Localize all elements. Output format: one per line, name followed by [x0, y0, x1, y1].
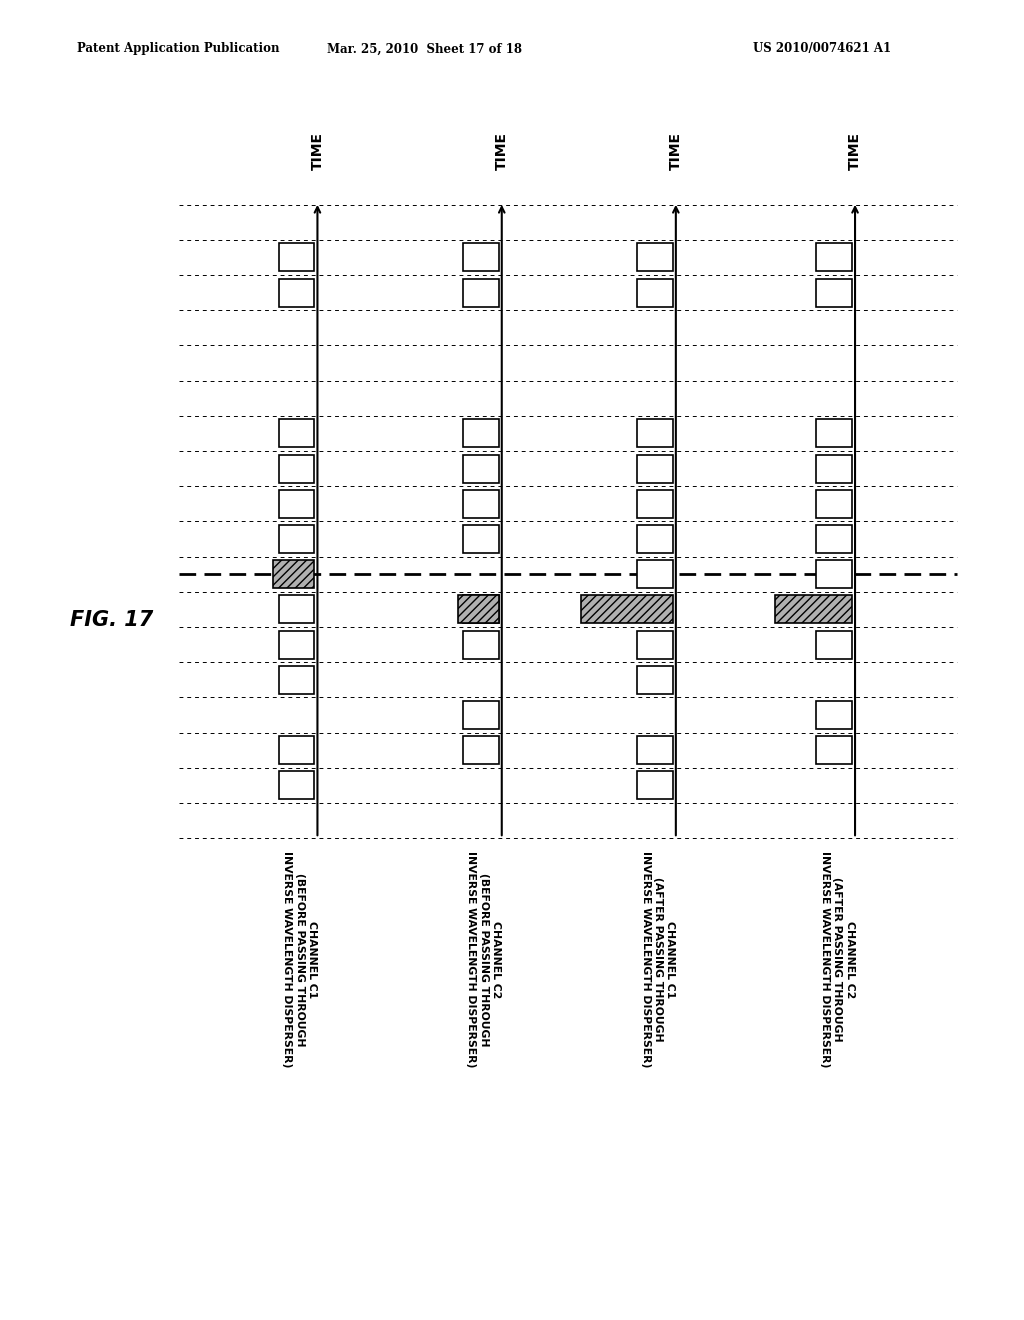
Bar	[463, 737, 499, 764]
Bar	[279, 631, 314, 659]
Text: CHANNEL C2
(AFTER PASSING THROUGH
INVERSE WAVELENGTH DISPERSER): CHANNEL C2 (AFTER PASSING THROUGH INVERS…	[820, 851, 854, 1068]
Bar	[816, 243, 852, 272]
Text: FIG. 17: FIG. 17	[70, 610, 153, 631]
Bar	[816, 631, 852, 659]
Bar	[463, 454, 499, 483]
Bar	[637, 243, 673, 272]
Text: TIME: TIME	[669, 132, 683, 170]
Text: Mar. 25, 2010  Sheet 17 of 18: Mar. 25, 2010 Sheet 17 of 18	[328, 42, 522, 55]
Text: CHANNEL C1
(AFTER PASSING THROUGH
INVERSE WAVELENGTH DISPERSER): CHANNEL C1 (AFTER PASSING THROUGH INVERS…	[641, 851, 675, 1068]
Bar	[581, 595, 673, 623]
Bar	[637, 279, 673, 306]
Bar	[279, 737, 314, 764]
Bar	[279, 454, 314, 483]
Text: Patent Application Publication: Patent Application Publication	[77, 42, 280, 55]
Bar	[458, 595, 499, 623]
Bar	[279, 243, 314, 272]
Bar	[816, 279, 852, 306]
Bar	[637, 665, 673, 694]
Bar	[273, 560, 314, 589]
Bar	[279, 665, 314, 694]
Bar	[637, 420, 673, 447]
Bar	[637, 560, 673, 589]
Bar	[458, 595, 499, 623]
Bar	[463, 243, 499, 272]
Bar	[816, 560, 852, 589]
Bar	[463, 490, 499, 517]
Bar	[463, 595, 499, 623]
Bar	[463, 525, 499, 553]
Bar	[581, 595, 673, 623]
Bar	[279, 420, 314, 447]
Bar	[279, 279, 314, 306]
Bar	[816, 454, 852, 483]
Bar	[816, 737, 852, 764]
Bar	[816, 701, 852, 729]
Text: CHANNEL C1
(BEFORE PASSING THROUGH
INVERSE WAVELENGTH DISPERSER): CHANNEL C1 (BEFORE PASSING THROUGH INVER…	[283, 851, 316, 1068]
Bar	[463, 701, 499, 729]
Bar	[637, 525, 673, 553]
Bar	[279, 490, 314, 517]
Bar	[637, 490, 673, 517]
Text: TIME: TIME	[848, 132, 862, 170]
Bar	[279, 771, 314, 800]
Bar	[775, 595, 852, 623]
Text: TIME: TIME	[495, 132, 509, 170]
Text: TIME: TIME	[310, 132, 325, 170]
Bar	[463, 420, 499, 447]
Bar	[463, 279, 499, 306]
Bar	[273, 560, 314, 589]
Bar	[775, 595, 852, 623]
Bar	[463, 631, 499, 659]
Bar	[637, 454, 673, 483]
Bar	[816, 525, 852, 553]
Text: CHANNEL C2
(BEFORE PASSING THROUGH
INVERSE WAVELENGTH DISPERSER): CHANNEL C2 (BEFORE PASSING THROUGH INVER…	[467, 851, 501, 1068]
Bar	[816, 490, 852, 517]
Bar	[816, 420, 852, 447]
Bar	[279, 525, 314, 553]
Bar	[637, 737, 673, 764]
Bar	[637, 771, 673, 800]
Bar	[637, 631, 673, 659]
Text: US 2010/0074621 A1: US 2010/0074621 A1	[753, 42, 891, 55]
Bar	[279, 595, 314, 623]
